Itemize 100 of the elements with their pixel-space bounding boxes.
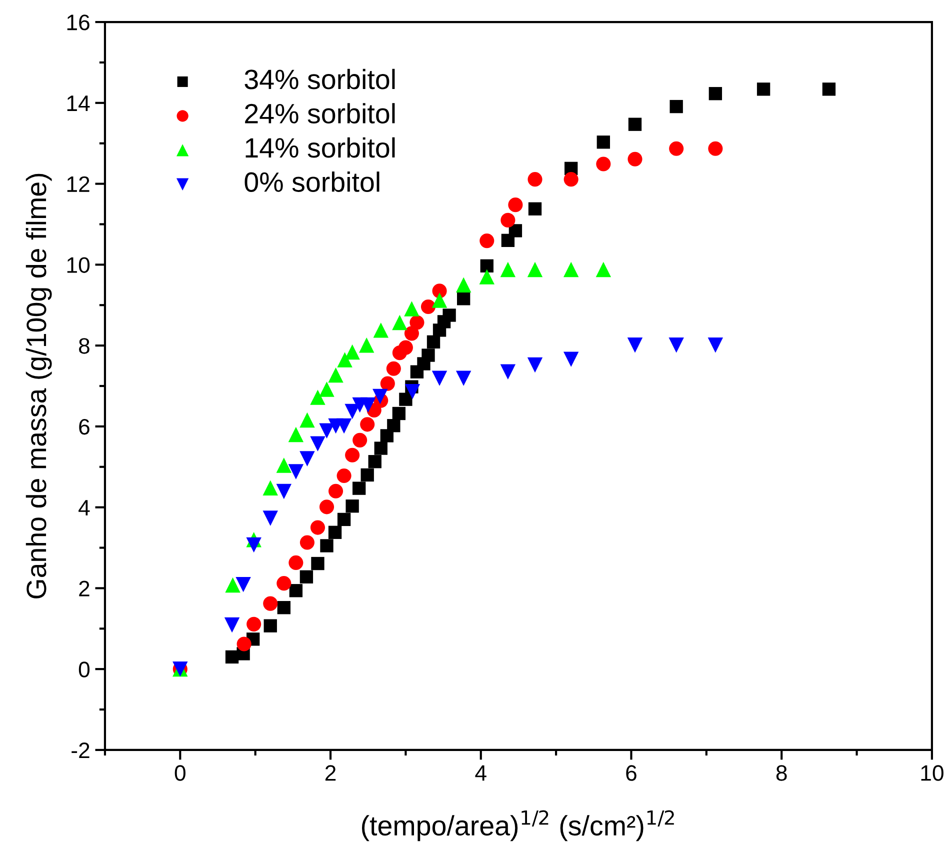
point (708, 87, 722, 100)
point (596, 156, 611, 172)
point (528, 172, 542, 187)
point (352, 482, 366, 495)
point (236, 576, 251, 592)
point (337, 352, 352, 368)
point (276, 484, 292, 500)
point (822, 82, 836, 96)
point (224, 617, 240, 633)
point (708, 141, 723, 156)
point (236, 636, 252, 652)
point (508, 198, 523, 212)
point (368, 455, 382, 468)
point (319, 500, 334, 514)
y-tick-label: 10 (67, 257, 90, 273)
y-tick-label: 16 (67, 14, 90, 30)
point (456, 370, 472, 386)
point (288, 426, 304, 442)
point (262, 480, 278, 496)
point (479, 269, 494, 284)
point (442, 308, 456, 322)
point (628, 152, 642, 166)
legend-label: 24% sorbitol (245, 103, 395, 124)
point (708, 338, 724, 353)
x-tick-label: 0 (174, 765, 186, 781)
point (360, 417, 375, 432)
point (528, 202, 542, 216)
point (432, 370, 448, 386)
point (344, 344, 360, 360)
y-tick-label: 6 (79, 418, 90, 435)
point (328, 367, 344, 383)
point (300, 535, 314, 550)
point (398, 340, 413, 355)
y-tick-label: 8 (79, 338, 90, 354)
point (392, 406, 406, 420)
point (410, 315, 424, 330)
point (404, 384, 420, 400)
y-tick-label: 0 (78, 662, 90, 678)
point (300, 451, 315, 466)
point (373, 322, 388, 338)
y-tick-label: -2 (72, 742, 90, 758)
point (404, 301, 420, 316)
x-tick-label: 6 (626, 765, 636, 781)
point (276, 458, 292, 473)
point (336, 418, 352, 434)
legend-label: 14% sorbitol (246, 137, 395, 158)
point (352, 432, 368, 448)
point (246, 537, 262, 553)
point (387, 419, 400, 432)
point (456, 292, 470, 306)
point (508, 224, 522, 238)
point (328, 526, 342, 539)
point (596, 262, 612, 278)
point (422, 348, 435, 362)
point (456, 277, 472, 292)
point (527, 357, 543, 373)
point (500, 262, 516, 278)
point (320, 539, 334, 552)
legend-label: 0% sorbitol (244, 172, 380, 192)
point (310, 436, 326, 452)
point (500, 364, 516, 380)
legend-label: 34% sorbitol (244, 68, 395, 90)
y-tick-label: 4 (78, 500, 90, 516)
point (288, 464, 304, 480)
point (300, 412, 315, 428)
y-axis-title: Ganho de massa (g/100g de filme) (26, 174, 52, 598)
point (337, 512, 351, 526)
point (345, 448, 360, 462)
point (670, 100, 683, 114)
point (319, 382, 334, 397)
x-tick-label: 10 (921, 765, 944, 781)
point (399, 392, 412, 406)
point (311, 556, 324, 570)
x-tick-label: 4 (475, 765, 486, 781)
point (564, 172, 578, 187)
point (276, 576, 292, 591)
point (527, 262, 543, 278)
point (300, 570, 314, 584)
point (277, 601, 290, 614)
point (336, 468, 352, 484)
point (358, 338, 374, 353)
point (288, 555, 304, 570)
point (262, 510, 278, 526)
y-tick-label: 2 (79, 580, 90, 596)
point (346, 500, 359, 513)
point (480, 259, 494, 272)
point (310, 390, 326, 405)
point (360, 397, 376, 413)
point (386, 361, 401, 376)
point (319, 423, 334, 438)
point (372, 388, 388, 404)
point (480, 234, 494, 248)
point (596, 136, 610, 149)
point (360, 468, 374, 482)
point (374, 442, 388, 455)
point (246, 616, 262, 632)
point (627, 338, 643, 353)
point (426, 335, 440, 348)
point (628, 118, 642, 131)
x-tick-label: 8 (776, 765, 787, 781)
